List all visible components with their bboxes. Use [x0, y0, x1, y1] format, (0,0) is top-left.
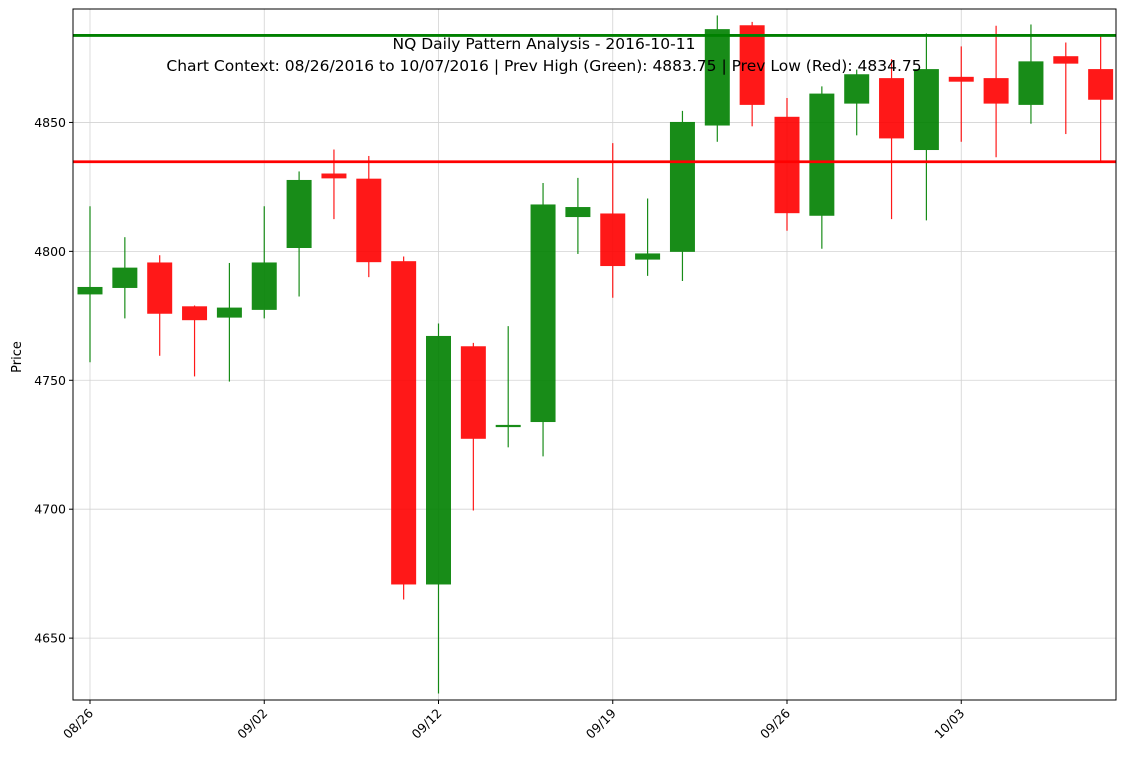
- candle: [216, 262, 242, 382]
- candle: [809, 86, 835, 249]
- candle-body: [704, 29, 730, 126]
- x-tick-label: 09/19: [583, 705, 619, 741]
- candle: [565, 177, 591, 254]
- candle-body: [1018, 61, 1044, 105]
- candle: [495, 326, 521, 448]
- y-tick-label: 4750: [34, 373, 66, 388]
- chart-subtitle: Chart Context: 08/26/2016 to 10/07/2016 …: [166, 57, 921, 75]
- candle-body: [460, 346, 486, 439]
- candle-body: [321, 173, 347, 179]
- x-tick-label: 09/12: [409, 706, 445, 742]
- candle-body: [879, 78, 905, 139]
- candle: [321, 149, 347, 220]
- candle-body: [495, 424, 521, 428]
- candle: [1088, 36, 1114, 162]
- candle-body: [565, 207, 591, 218]
- candle: [844, 69, 870, 136]
- candle-body: [1053, 56, 1079, 64]
- chart-title: NQ Daily Pattern Analysis - 2016-10-11: [393, 35, 696, 53]
- candle: [391, 256, 417, 600]
- x-tick-label: 09/26: [757, 705, 793, 741]
- candle-body: [774, 116, 800, 214]
- candles: [77, 15, 1114, 694]
- reference-lines: [73, 34, 1116, 164]
- candle: [182, 305, 208, 377]
- candle-body: [809, 93, 835, 216]
- y-tick-label: 4850: [34, 115, 66, 130]
- candle: [983, 25, 1009, 158]
- candle-body: [251, 262, 277, 310]
- candle-body: [112, 267, 138, 288]
- candle: [286, 171, 312, 297]
- x-tick-label: 10/03: [931, 706, 967, 742]
- candle-body: [356, 178, 382, 263]
- candle: [356, 155, 382, 278]
- candle-body: [1088, 69, 1114, 100]
- candle: [948, 46, 974, 142]
- candle-body: [77, 286, 103, 295]
- candle-body: [600, 213, 626, 267]
- candle: [112, 237, 138, 319]
- candle: [530, 183, 556, 457]
- y-tick-label: 4800: [34, 244, 66, 259]
- candle-body: [530, 204, 556, 423]
- plot-frame: [72, 8, 1117, 701]
- candle-body: [391, 261, 417, 585]
- candle: [669, 110, 695, 282]
- candle: [600, 143, 626, 298]
- candle: [426, 323, 451, 694]
- candle-body: [286, 179, 312, 248]
- candle-body: [983, 78, 1009, 104]
- y-tick-label: 4650: [34, 631, 66, 646]
- candle: [77, 206, 103, 363]
- y-tick-label: 4700: [34, 502, 66, 517]
- x-tick-label: 09/02: [234, 706, 270, 742]
- y-axis-label: Price: [10, 341, 25, 373]
- candle-body: [147, 262, 173, 314]
- candle: [774, 97, 800, 231]
- candle-body: [948, 76, 974, 82]
- candle-body: [426, 335, 451, 585]
- candle-body: [669, 121, 695, 252]
- candle-body: [913, 69, 939, 151]
- candle: [1053, 42, 1079, 135]
- candle: [913, 33, 939, 221]
- candle: [147, 255, 173, 356]
- candle-body: [739, 25, 765, 105]
- candle: [879, 59, 905, 220]
- candle-body: [844, 74, 870, 104]
- candle: [1018, 24, 1044, 124]
- x-tick-label: 08/26: [60, 705, 96, 741]
- candle: [460, 342, 486, 511]
- candle-body: [635, 253, 661, 260]
- candle: [739, 21, 765, 127]
- candle-body: [216, 307, 242, 318]
- candle: [635, 198, 661, 276]
- candle-body: [182, 306, 208, 321]
- candle: [251, 206, 277, 319]
